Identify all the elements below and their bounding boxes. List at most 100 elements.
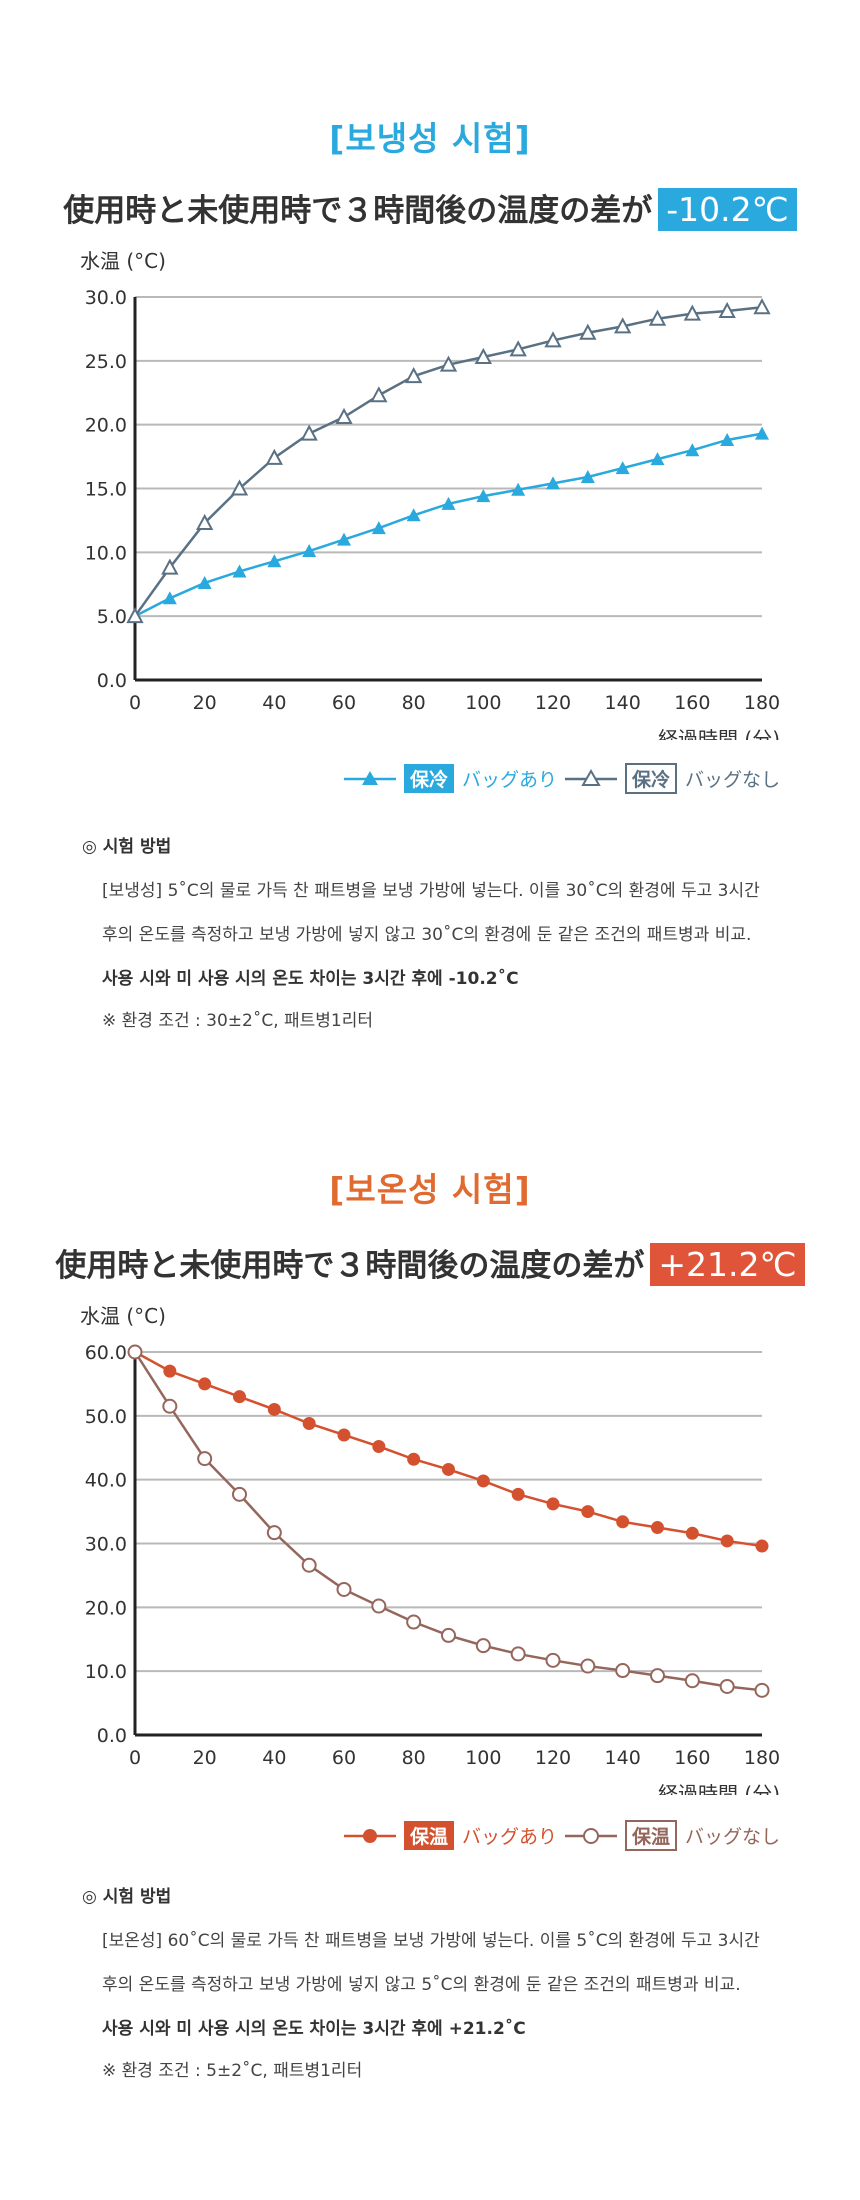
method-title: ◎ 시험 방법 — [82, 1887, 172, 1907]
y-tick-label: 0.0 — [97, 1725, 127, 1747]
data-point — [372, 1439, 386, 1453]
data-point — [475, 1638, 491, 1654]
section-title: [보냉성 시험] — [329, 119, 531, 158]
method-line: 후의 온도를 측정하고 보냉 가방에 넣지 않고 5˚C의 환경에 둔 같은 조… — [102, 1975, 741, 1995]
warm-chart: 水温 (°C) 0.0 10.0 20.0 30.0 40.0 50.0 60.0 0 20 40 6… — [80, 1304, 780, 1795]
data-point — [615, 1663, 631, 1679]
data-point — [511, 1487, 525, 1501]
data-point — [546, 1497, 560, 1511]
data-point — [754, 1682, 770, 1698]
data-point — [683, 304, 702, 321]
data-point — [232, 564, 247, 578]
data-point — [580, 1658, 596, 1674]
method-body: [보냉성] 5˚C의 물로 가득 찬 패트병을 보냉 가방에 넣는다. 이를 3… — [102, 869, 818, 1001]
data-point — [616, 1515, 630, 1529]
data-point — [197, 1451, 213, 1467]
legend-label: バッグあり — [461, 1826, 557, 1848]
method-note: ※ 환경 조건 : 30±2˚C, 패트병1리터 — [102, 1011, 374, 1031]
data-point — [615, 461, 630, 475]
data-point — [126, 607, 144, 624]
method-note: ※ 환경 조건 : 5±2˚C, 패트병1리터 — [102, 2061, 363, 2081]
data-point — [720, 1534, 734, 1548]
legend-item-with-bag: 保温 バッグあり — [343, 1821, 557, 1850]
data-point — [546, 476, 560, 490]
y-tick-label: 15.0 — [85, 479, 127, 501]
data-point — [127, 1344, 143, 1360]
data-point — [753, 298, 771, 315]
y-tick-label: 50.0 — [85, 1406, 127, 1428]
data-point — [407, 1452, 421, 1466]
legend-tag: 保温 — [624, 1820, 677, 1851]
series-line — [133, 305, 763, 617]
data-point — [337, 532, 351, 546]
x-tick-label: 160 — [674, 692, 710, 714]
temperature-difference-badge: +21.2℃ — [650, 1243, 805, 1286]
data-point — [198, 1377, 212, 1391]
data-point — [720, 432, 735, 446]
legend-label: バッグあり — [461, 769, 557, 791]
data-point — [476, 489, 491, 503]
y-tick-label: 30.0 — [85, 287, 127, 309]
x-tick-label: 120 — [535, 692, 571, 714]
data-point — [302, 1416, 316, 1430]
x-tick-label: 0 — [129, 692, 141, 714]
data-point — [265, 448, 284, 465]
temperature-difference-badge: -10.2℃ — [658, 188, 797, 231]
data-point — [163, 1364, 177, 1378]
x-tick-label: 140 — [605, 692, 641, 714]
legend-tag: 保冷 — [403, 764, 454, 793]
legend-item-with-bag: 保冷 バッグあり — [343, 764, 557, 793]
y-tick-label: 20.0 — [85, 1597, 127, 1619]
y-tick-label: 60.0 — [85, 1342, 127, 1364]
data-point — [267, 554, 282, 568]
data-point — [301, 1557, 317, 1573]
data-point — [511, 482, 526, 496]
x-tick-label: 40 — [262, 692, 286, 714]
y-tick-label: 0.0 — [97, 670, 127, 692]
x-axis-label: 経過時間 (分) — [658, 727, 780, 740]
x-tick-label: 120 — [535, 1747, 571, 1769]
legend-item-without-bag: 保温 バッグなし — [564, 1820, 780, 1851]
data-point — [510, 1646, 526, 1662]
legend-label: バッグなし — [684, 769, 780, 791]
data-point — [162, 1398, 178, 1414]
data-point — [232, 1486, 247, 1502]
data-point — [648, 309, 667, 326]
x-tick-label: 100 — [465, 692, 501, 714]
data-point — [581, 1505, 595, 1519]
method-line: 후의 온도를 측정하고 보냉 가방에 넣지 않고 30˚C의 환경에 둔 같은 … — [102, 925, 752, 945]
x-tick-label: 80 — [402, 692, 426, 714]
legend-label: バッグなし — [684, 1826, 780, 1848]
data-point — [684, 1673, 700, 1689]
data-point — [406, 1614, 422, 1630]
series-line — [134, 432, 763, 618]
headline: 使用時と未使用時で３時間後の温度の差が +21.2℃ — [0, 1240, 860, 1286]
x-axis-label: 経過時間 (分) — [658, 1782, 780, 1795]
heat-retention-section: [보온성 시험] 使用時と未使用時で３時間後の温度の差が +21.2℃ 水温 (°… — [0, 1100, 860, 2200]
method-line: [보냉성] 5˚C의 물로 가득 찬 패트병을 보냉 가방에 넣는다. 이를 3… — [102, 881, 760, 901]
data-point — [579, 323, 597, 340]
y-tick-label: 5.0 — [97, 606, 127, 628]
data-point — [442, 1462, 455, 1476]
y-tick-label: 10.0 — [85, 542, 127, 564]
data-point — [545, 1652, 561, 1668]
data-point — [509, 340, 527, 357]
data-point — [266, 1525, 282, 1541]
x-tick-label: 60 — [332, 692, 356, 714]
data-point — [404, 367, 423, 384]
x-tick-label: 100 — [465, 1747, 501, 1769]
data-point — [651, 1521, 664, 1535]
data-point — [371, 521, 386, 535]
y-tick-label: 40.0 — [85, 1470, 127, 1492]
y-tick-label: 10.0 — [85, 1661, 127, 1683]
section-title: [보온성 시험] — [329, 1170, 531, 1209]
x-tick-label: 160 — [674, 1747, 710, 1769]
legend-line-filled-triangle-icon — [343, 770, 396, 785]
data-point — [685, 443, 700, 457]
method-result: 사용 시와 미 사용 시의 온도 차이는 3시간 후에 -10.2˚C — [102, 969, 519, 989]
data-point — [300, 424, 318, 441]
y-tick-label: 25.0 — [85, 351, 127, 373]
data-point — [370, 386, 388, 403]
data-point — [267, 1402, 281, 1416]
data-point — [685, 1526, 699, 1540]
